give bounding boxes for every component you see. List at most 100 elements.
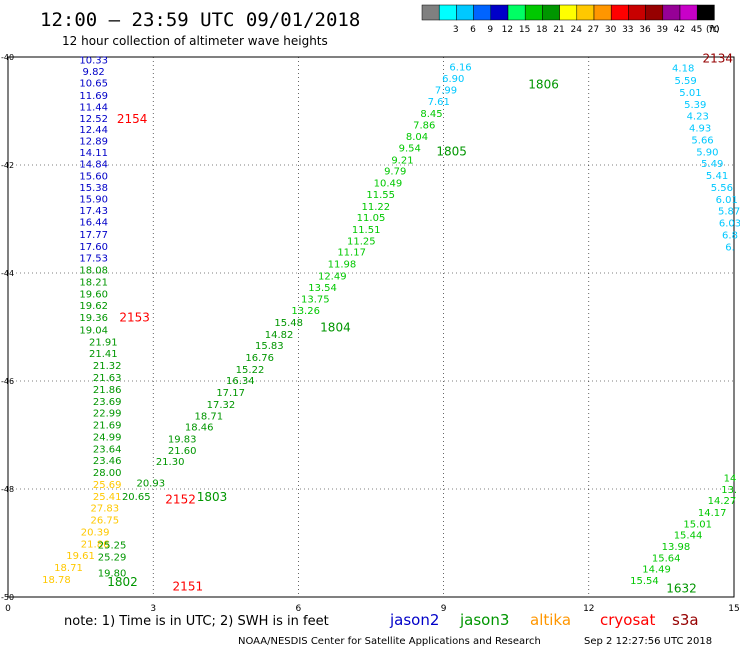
wave-height-value: 11.22	[362, 202, 391, 213]
scale-label: 33	[622, 25, 633, 35]
scale-unit: (ft)	[706, 25, 720, 35]
grid-lines	[8, 57, 734, 597]
wave-height-value: 15.54	[630, 576, 659, 587]
wave-height-value: 12.89	[79, 136, 108, 147]
scale-label: 24	[570, 25, 582, 35]
satellite-legend: jason2 jason3 altika cryosat s3a	[389, 611, 699, 629]
y-tick-label: -48	[1, 485, 14, 494]
wave-height-value: 8.45	[420, 109, 442, 120]
page-title: 12:00 — 23:59 UTC 09/01/2018	[40, 9, 360, 31]
pass-label: 2153	[119, 311, 150, 325]
wave-height-value: 6.03	[719, 219, 740, 230]
wave-height-value: 19.62	[79, 301, 108, 312]
y-tick-label: -46	[1, 377, 14, 386]
scale-label: 39	[656, 25, 668, 35]
wave-height-value: 10.49	[374, 179, 403, 190]
scale-swatch	[679, 4, 698, 21]
satellite-name: s3a	[672, 611, 699, 629]
wave-height-value: 18.71	[195, 411, 224, 422]
wave-height-value: 14	[724, 473, 737, 484]
wave-height-value: 15.90	[79, 194, 108, 205]
y-tick-labels: -40 -42 -44 -46 -48 -50	[1, 53, 14, 602]
wave-height-value: 11.69	[79, 91, 108, 102]
pass-label: 2152	[165, 493, 196, 507]
x-tick-label: 15	[728, 604, 739, 614]
wave-height-value: 13.54	[308, 283, 337, 294]
wave-height-value: 17.60	[79, 242, 108, 253]
wave-height-value: 21.86	[81, 539, 110, 550]
wave-height-value: 8.04	[406, 132, 428, 143]
wave-height-value: 17.77	[79, 230, 108, 241]
wave-height-value: 13.	[721, 485, 737, 496]
wave-height-value: 21.41	[89, 349, 118, 360]
scale-swatch	[456, 4, 474, 21]
wave-height-value: 5.01	[679, 88, 701, 99]
scale-label: 9	[487, 25, 493, 35]
wave-height-value: 9.79	[384, 167, 406, 178]
wave-height-value: 4.93	[689, 124, 711, 135]
wave-height-value: 6.16	[449, 63, 471, 74]
wave-height-value: 9.21	[391, 155, 413, 166]
wave-height-value: 5.41	[706, 171, 728, 182]
wave-height-value: 21.86	[93, 385, 122, 396]
scale-swatch	[490, 4, 509, 21]
pass-label: 2151	[173, 580, 204, 594]
pass-label: 1803	[197, 490, 228, 504]
wave-height-value: 11.55	[366, 190, 395, 201]
wave-height-value: 15.38	[79, 183, 108, 194]
wave-height-value: 19.83	[168, 435, 197, 446]
wave-height-value: 14.84	[79, 160, 108, 171]
wave-height-value: 15.22	[236, 365, 265, 376]
y-tick-label: -50	[1, 593, 14, 602]
wave-height-value: 5.49	[701, 159, 723, 170]
wave-height-value: 19.60	[79, 289, 108, 300]
pass-label: 1806	[528, 77, 559, 91]
wave-height-value: 19.36	[79, 313, 108, 324]
wave-height-value: 20.39	[81, 527, 110, 538]
wave-height-value: 11.51	[352, 225, 381, 236]
wave-height-value: 15.01	[683, 519, 712, 530]
wave-height-value: 11.44	[79, 102, 108, 113]
wave-height-value: 21.91	[89, 337, 118, 348]
x-tick-label: 3	[150, 604, 156, 614]
wave-height-value: 15.48	[274, 318, 303, 329]
wave-height-value: 14.49	[642, 565, 671, 576]
wave-height-value: 21.30	[156, 457, 185, 468]
scale-label: 27	[588, 25, 599, 35]
scale-swatch	[645, 4, 664, 21]
scale-swatch	[507, 4, 526, 21]
scale-label: 70	[708, 25, 720, 35]
wave-height-value: 9.82	[83, 67, 105, 78]
wave-height-value: 17.17	[216, 388, 245, 399]
x-tick-label: 9	[441, 604, 447, 614]
wave-height-value: 6.01	[716, 195, 738, 206]
wave-height-value: 25.25	[98, 540, 127, 551]
wave-height-value: 19.61	[66, 551, 95, 562]
scale-label: 18	[536, 25, 548, 35]
wave-height-value: 14.11	[79, 148, 108, 159]
pass-label: 1805	[436, 144, 467, 158]
wave-height-value: 13.75	[301, 295, 330, 306]
scale-swatch	[576, 4, 595, 21]
wave-height-value: 19.80	[98, 568, 127, 579]
pass-labels: 2154 2153 2152 2151 1802 1803 1804 1805 1806 2134…	[107, 51, 733, 595]
wave-height-value: 25.69	[93, 480, 122, 491]
scale-swatch	[438, 4, 457, 21]
wave-height-value: 23.69	[93, 397, 122, 408]
scale-label: 12	[502, 25, 513, 35]
track-values: 10.339.8210.6511.6911.4412.5212.4412.891…	[42, 55, 740, 587]
scale-swatch	[593, 4, 612, 21]
wave-height-value: 25.41	[93, 492, 122, 503]
pass-label: 1804	[320, 320, 351, 334]
wave-height-value: 22.99	[93, 409, 122, 420]
wave-height-value: 7.61	[428, 97, 450, 108]
y-tick-label: -40	[1, 53, 14, 62]
x-tick-label: 0	[5, 604, 11, 614]
scale-swatch	[421, 4, 440, 21]
wave-height-value: 7.99	[435, 86, 457, 97]
wave-height-value: 24.99	[93, 432, 122, 443]
y-tick-label: -42	[1, 161, 14, 170]
wave-height-value: 4.23	[687, 112, 709, 123]
wave-height-value: 7.86	[413, 120, 435, 131]
